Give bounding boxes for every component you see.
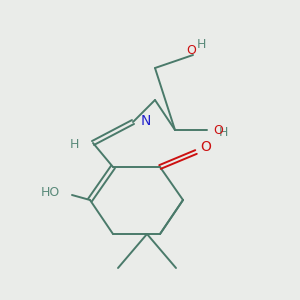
Text: O: O (213, 124, 223, 137)
Text: N: N (141, 114, 152, 128)
Text: H: H (70, 139, 79, 152)
Text: H: H (197, 38, 206, 52)
Text: H: H (219, 125, 228, 139)
Text: O: O (201, 140, 212, 154)
Text: O: O (186, 44, 196, 58)
Text: HO: HO (41, 187, 60, 200)
